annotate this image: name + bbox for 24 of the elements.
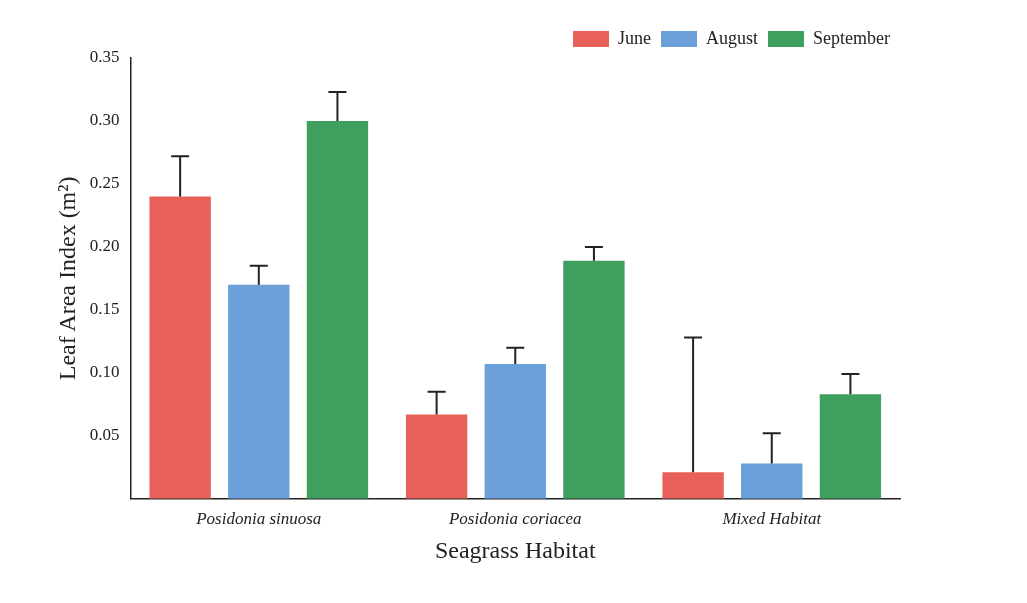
bar	[662, 472, 724, 499]
legend-label: September	[813, 27, 891, 48]
bar	[819, 394, 882, 499]
bar	[405, 414, 468, 499]
y-tick-label: 0.30	[89, 110, 120, 130]
y-tick-label: 0.25	[89, 173, 120, 193]
bar	[484, 364, 546, 499]
y-tick-label: 0.15	[89, 299, 120, 319]
x-tick-label: Mixed Habitat	[721, 509, 823, 529]
bar	[741, 463, 803, 499]
x-axis-title: Seagrass Habitat	[434, 536, 596, 563]
bar	[228, 284, 290, 499]
bar	[149, 196, 211, 499]
legend-label: August	[706, 27, 759, 48]
y-tick-label: 0.35	[89, 47, 120, 67]
y-tick-label: 0.20	[89, 236, 120, 256]
legend-label: June	[618, 27, 652, 48]
y-axis-title: Leaf Area Index (m²)	[53, 176, 80, 381]
x-tick-label: Posidonia sinuosa	[195, 509, 322, 529]
y-tick-label: 0.10	[89, 362, 120, 382]
x-tick-label: Posidonia coriacea	[447, 509, 582, 529]
bar	[306, 120, 369, 499]
bar	[563, 260, 625, 499]
y-tick-label: 0.05	[89, 425, 120, 445]
